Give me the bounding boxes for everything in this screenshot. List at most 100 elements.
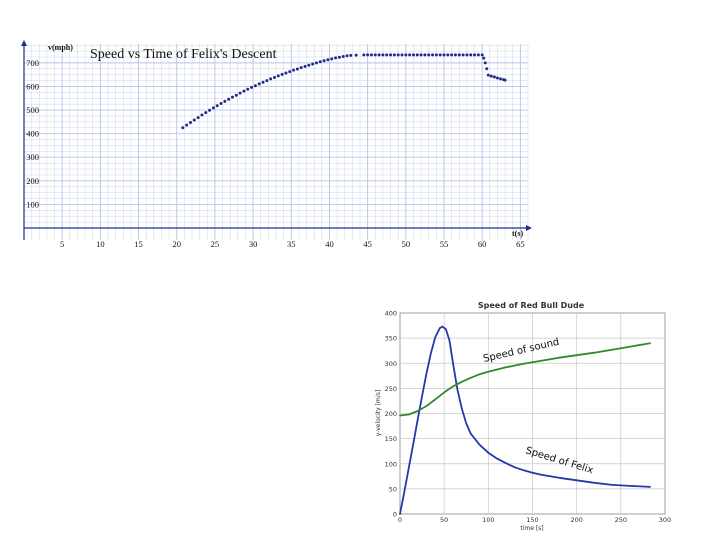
- x-tick-label: 5: [60, 239, 64, 249]
- data-point: [322, 59, 326, 63]
- data-point: [450, 53, 454, 57]
- data-point: [400, 53, 404, 57]
- data-point: [196, 116, 200, 120]
- data-point: [314, 61, 318, 65]
- data-point: [349, 53, 353, 57]
- data-point: [392, 53, 396, 57]
- data-point: [482, 56, 486, 60]
- data-point: [442, 53, 446, 57]
- x-tick-labels: 5 10 15 20 25 30 35 40 45 50 55 60 65: [60, 239, 525, 249]
- data-point: [411, 53, 415, 57]
- data-point: [408, 53, 412, 57]
- data-point: [253, 84, 257, 88]
- y-tick-labels: 0 50 100 150 200 250 300 350 400: [385, 310, 397, 519]
- data-point: [208, 108, 212, 112]
- data-point: [295, 67, 299, 71]
- x-tick-label: 300: [659, 516, 671, 524]
- data-point: [326, 58, 330, 62]
- data-point: [345, 54, 349, 58]
- data-point: [503, 78, 507, 82]
- data-point: [219, 101, 223, 105]
- data-point: [307, 63, 311, 67]
- data-point: [431, 53, 435, 57]
- y-tick-label: 0: [393, 511, 397, 519]
- data-point: [204, 111, 208, 115]
- data-point: [385, 53, 389, 57]
- data-point: [261, 80, 265, 84]
- data-point: [489, 74, 493, 78]
- x-tick-label: 10: [96, 239, 105, 249]
- x-tick-label: 200: [570, 516, 582, 524]
- data-point: [495, 76, 499, 80]
- red-bull-speed-chart: Speed of Red Bull Dude 0 50 100 150 200 250 30…: [375, 301, 671, 532]
- data-point: [230, 95, 234, 99]
- x-axis-label: time [s]: [520, 525, 543, 532]
- data-point: [292, 68, 296, 72]
- data-point: [303, 64, 307, 68]
- data-point: [485, 67, 489, 71]
- data-point: [250, 85, 254, 89]
- data-point: [381, 53, 385, 57]
- y-axis-label: v(mph): [48, 43, 73, 52]
- data-point: [457, 53, 461, 57]
- y-tick-label: 200: [385, 410, 397, 418]
- y-tick-label: 300: [26, 152, 39, 162]
- series-lines: [399, 325, 651, 515]
- felix-descent-chart: 5 10 15 20 25 30 35 40 45 50 55 60 65 100 200 300 400 50…: [21, 40, 532, 249]
- y-tick-label: 100: [385, 460, 397, 468]
- grid: [24, 44, 529, 240]
- data-point: [272, 75, 276, 79]
- data-point: [280, 72, 284, 76]
- data-point: [334, 56, 338, 60]
- data-point: [215, 104, 219, 108]
- data-point: [330, 57, 334, 61]
- data-point: [362, 53, 366, 57]
- data-point: [369, 53, 373, 57]
- chart-title: Speed vs Time of Felix's Descent: [90, 47, 277, 62]
- data-point: [223, 99, 227, 103]
- data-point: [246, 87, 250, 91]
- data-point: [480, 53, 484, 57]
- data-point: [354, 53, 358, 57]
- grid: [400, 313, 665, 514]
- data-point: [373, 53, 377, 57]
- data-point: [419, 53, 423, 57]
- data-point: [276, 74, 280, 78]
- x-axis-label: t(s): [512, 229, 523, 238]
- x-tick-label: 45: [363, 239, 372, 249]
- x-axis-arrow: [526, 225, 532, 231]
- data-point: [211, 106, 215, 110]
- data-point: [473, 53, 477, 57]
- x-tick-label: 15: [134, 239, 143, 249]
- y-tick-label: 700: [26, 58, 39, 68]
- data-point: [257, 82, 261, 86]
- data-point: [265, 79, 269, 83]
- data-point: [476, 53, 480, 57]
- data-point: [483, 61, 487, 65]
- data-point: [238, 91, 242, 95]
- x-tick-label: 100: [482, 516, 494, 524]
- y-tick-label: 100: [26, 199, 39, 209]
- data-point: [438, 53, 442, 57]
- x-tick-label: 40: [325, 239, 334, 249]
- y-tick-label: 400: [26, 129, 39, 139]
- y-tick-label: 400: [385, 310, 397, 318]
- data-point: [242, 89, 246, 93]
- data-point: [284, 71, 288, 75]
- data-points: [181, 53, 507, 130]
- x-tick-label: 250: [615, 516, 627, 524]
- data-point: [185, 123, 189, 127]
- data-point: [192, 118, 196, 122]
- y-axis-arrow: [21, 40, 27, 46]
- data-point: [234, 93, 238, 97]
- data-point: [465, 53, 469, 57]
- data-point: [396, 53, 400, 57]
- y-tick-label: 350: [385, 335, 397, 343]
- data-point: [200, 113, 204, 117]
- data-point: [434, 53, 438, 57]
- data-point: [427, 53, 431, 57]
- axes: [21, 40, 532, 240]
- data-point: [377, 53, 381, 57]
- y-tick-label: 250: [385, 385, 397, 393]
- y-tick-label: 300: [385, 360, 397, 368]
